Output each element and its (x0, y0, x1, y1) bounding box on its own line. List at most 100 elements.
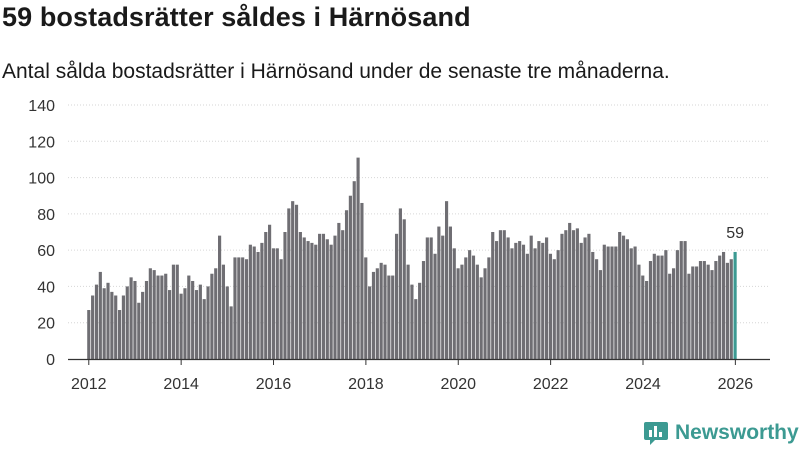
bar (614, 246, 618, 359)
bar (687, 273, 691, 359)
bar (595, 259, 599, 359)
x-tick-label: 2026 (718, 376, 754, 393)
bar (344, 210, 349, 359)
bar (194, 290, 199, 359)
bar (268, 224, 272, 359)
bar (341, 230, 345, 359)
bar (310, 242, 314, 359)
bar (725, 262, 729, 359)
bar (114, 295, 118, 359)
bar (414, 299, 418, 359)
brand-name: Newsworthy (675, 421, 799, 444)
bar (491, 232, 495, 359)
bar (144, 280, 149, 359)
bar (541, 242, 545, 359)
bar (556, 250, 560, 359)
bar (606, 246, 610, 359)
bar (225, 286, 229, 359)
bar (506, 237, 510, 359)
bar (314, 244, 318, 359)
bar (102, 288, 106, 359)
bar (410, 284, 414, 359)
bar (379, 262, 383, 359)
bar (571, 230, 576, 359)
bar (468, 250, 472, 359)
bar (394, 233, 399, 359)
bar (698, 261, 703, 359)
bar (160, 275, 164, 359)
bar (464, 257, 468, 359)
bar (452, 248, 456, 359)
y-tick-label: 120 (28, 134, 55, 151)
bar (710, 270, 714, 359)
bar (206, 286, 210, 359)
chart-subtitle: Antal sålda bostadsrätter i Härnösand un… (2, 60, 670, 83)
bar (483, 268, 487, 359)
bar (525, 253, 529, 359)
bar (368, 286, 372, 359)
bar (129, 277, 133, 359)
bar (641, 275, 645, 359)
bar (618, 232, 622, 359)
bar (218, 235, 222, 359)
bar (629, 248, 633, 359)
bar (287, 208, 291, 359)
bar (568, 222, 572, 359)
bar (106, 282, 110, 359)
bar (271, 248, 276, 359)
bar (521, 244, 526, 359)
bar (137, 302, 141, 359)
bar (560, 233, 564, 359)
bar (583, 237, 587, 359)
y-tick-label: 20 (37, 316, 55, 333)
x-tick-label: 2012 (71, 376, 107, 393)
bar (402, 219, 406, 359)
bar (444, 201, 449, 359)
bar (471, 255, 476, 359)
bar (487, 257, 491, 359)
bar (718, 255, 722, 359)
bar (87, 310, 91, 359)
bar (664, 250, 668, 359)
bar (495, 241, 499, 359)
bar (479, 277, 483, 359)
bar (256, 251, 260, 359)
bar (329, 244, 333, 359)
y-tick-label: 0 (46, 352, 55, 369)
x-axis-ticks: 2012 2014 2016 2018 2020 2022 2024 2026 (71, 359, 753, 393)
bar (141, 291, 145, 359)
bar (575, 228, 579, 359)
bar (183, 288, 187, 359)
bar (675, 250, 679, 359)
bar (579, 242, 583, 359)
bar (318, 233, 322, 359)
bar (552, 259, 556, 359)
bar (348, 195, 352, 359)
bar (360, 202, 364, 359)
bar (156, 275, 160, 359)
bar (691, 266, 695, 359)
x-tick-label: 2022 (533, 376, 569, 393)
bar (275, 248, 279, 359)
bar (371, 271, 376, 359)
y-tick-label: 80 (37, 207, 55, 224)
y-tick-label: 60 (37, 243, 55, 260)
bar (148, 268, 152, 359)
bar (602, 244, 606, 359)
bar (425, 237, 429, 359)
bar (510, 248, 514, 359)
bar (621, 235, 626, 359)
data-labels: 59 (726, 225, 744, 242)
bar (387, 275, 391, 359)
bar (437, 226, 441, 359)
bar (714, 261, 718, 359)
bar (652, 253, 656, 359)
last-value-label: 59 (726, 225, 744, 242)
bar (198, 284, 202, 359)
bar (125, 286, 129, 359)
bar (683, 241, 687, 359)
x-tick-label: 2016 (256, 376, 292, 393)
bar-highlight (733, 251, 737, 359)
bar (325, 239, 329, 359)
bar (252, 246, 256, 359)
